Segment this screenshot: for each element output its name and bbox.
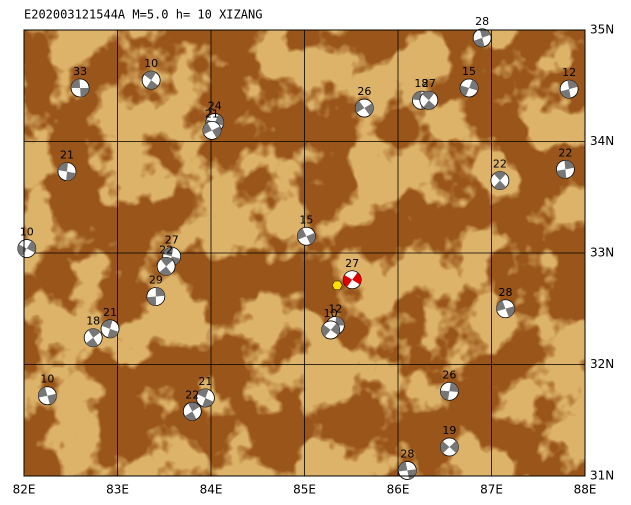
beachball-quadrant [163,247,181,266]
beachball-quadrant [398,461,417,480]
focal-mechanism [141,70,161,90]
depth-label: 18 [414,77,428,90]
depth-label: 19 [442,424,456,437]
depth-label: 26 [357,85,371,98]
beachball-quadrant [197,388,214,407]
focal-mechanism [472,28,492,48]
depth-label: 33 [73,65,87,78]
focal-mechanism [440,381,459,401]
depth-label: 27 [165,233,179,246]
focal-mechanism [559,79,579,99]
depth-label: 28 [475,15,489,28]
depth-label: 27 [422,77,436,90]
beachball-quadrant [321,323,340,337]
beachball-quadrant [355,100,374,116]
focal-mechanism [440,437,459,457]
focal-mechanism [354,98,374,118]
depth-label: 28 [400,447,414,460]
beachball-quadrant [17,240,36,257]
x-tick-label: 83E [106,483,129,497]
focal-mechanism [17,239,37,258]
focal-mechanism [195,388,215,408]
depth-label: 21 [103,306,117,319]
depth-label: 21 [198,375,212,388]
focal-mechanism [202,120,222,140]
focal-mechanism [555,159,575,179]
beachball-quadrant [496,300,515,318]
focal-mechanism [100,319,120,339]
x-tick-label: 84E [200,483,223,497]
beachball-quadrant [422,91,436,110]
depth-label: 24 [208,100,222,113]
beachball-quadrant [144,71,159,90]
depth-label: 10 [144,57,158,70]
focal-mechanism [182,401,202,421]
depth-label: 21 [60,149,74,162]
beachball-quadrant [101,319,119,338]
focal-mechanism [490,171,510,190]
x-tick-label: 85E [293,483,316,497]
beachball-quadrant [58,162,76,181]
focal-mechanism [37,386,57,406]
depth-label: 10 [40,373,54,386]
focal-mechanism [496,299,515,319]
depth-label: 15 [462,65,476,78]
beachball-quadrant [493,171,507,190]
beachball-quadrant [159,257,173,276]
depth-label: 12 [562,66,576,79]
beachball-quadrant [71,79,90,97]
focal-mechanism [321,320,341,340]
beachball-quadrant [440,382,459,401]
y-tick-label: 33N [590,246,614,260]
focal-mechanism [83,328,103,348]
y-tick-label: 32N [590,357,614,371]
beachball-quadrant [343,272,362,287]
focal-mechanism [397,461,417,480]
beachball-quadrant [202,122,221,139]
y-tick-label: 31N [590,469,614,483]
x-tick-label: 88E [574,483,597,497]
beachball-quadrant [297,228,316,245]
x-tick-label: 87E [480,483,503,497]
depth-label: 27 [345,257,359,270]
depth-label: 22 [493,158,507,171]
epicenter [331,280,343,290]
depth-label: 28 [499,286,513,299]
depth-label: 10 [20,226,34,239]
y-tick-label: 35N [590,23,614,37]
x-tick-label: 82E [13,483,36,497]
depth-label: 15 [299,213,313,226]
frame [23,29,586,477]
focal-mechanism [342,270,362,290]
depth-label: 22 [159,243,173,256]
depth-label: 26 [442,368,456,381]
beachball-quadrant [38,387,57,405]
depth-label: 12 [328,302,342,315]
focal-mechanism [419,90,439,110]
depth-label: 21 [205,107,219,120]
beachball-quadrant [560,80,578,99]
y-tick-label: 34N [590,134,614,148]
x-tick-label: 86E [387,483,410,497]
beachball-quadrant [473,28,491,47]
beachball-quadrant [184,402,200,421]
beachball-quadrant [556,160,575,179]
focal-mechanism [146,287,166,306]
beachball-quadrant [146,287,165,306]
depth-label: 22 [185,388,199,401]
focal-mechanism [156,256,176,276]
beachball-quadrant [460,79,479,97]
depth-label: 29 [149,273,163,286]
focal-mechanism [70,78,90,98]
map-title: E202003121544A M=5.0 h= 10 XIZANG [24,8,262,22]
focal-mechanism [296,226,316,246]
beachball-quadrant [86,328,101,347]
depth-label: 22 [558,146,572,159]
focal-mechanism [459,78,479,98]
focal-mechanism [57,162,77,182]
depth-label: 18 [86,315,100,328]
depth-label: 10 [324,307,338,320]
beachball-quadrant [440,440,459,454]
